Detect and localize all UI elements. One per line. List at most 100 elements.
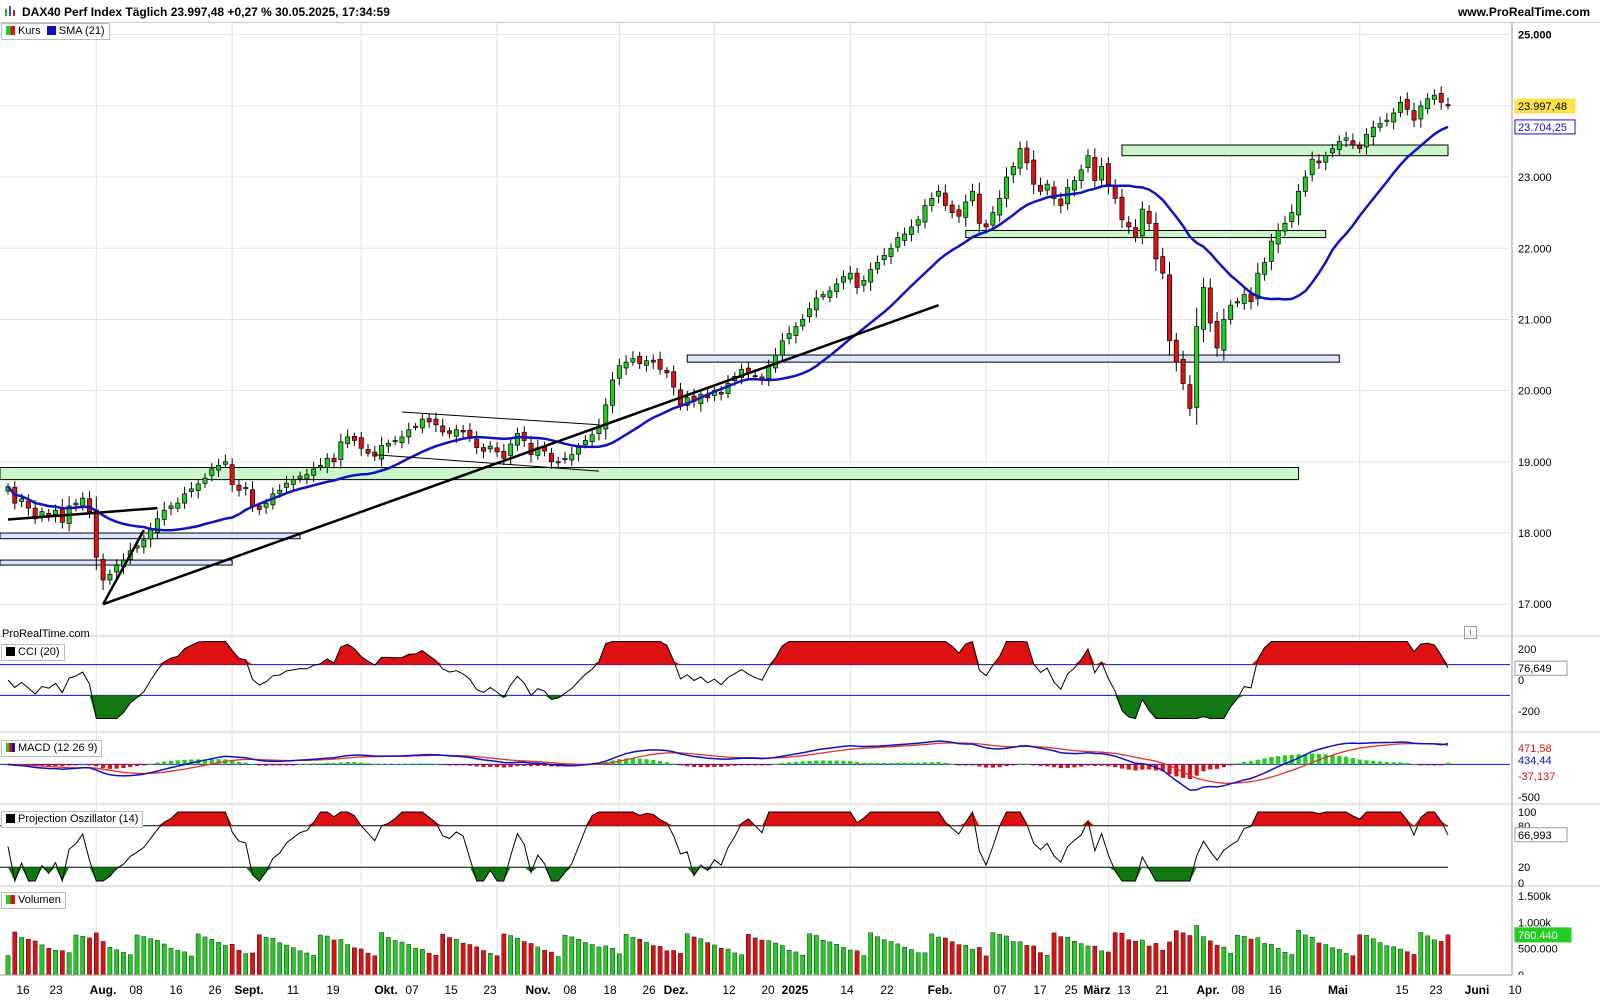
- volume-bar: [406, 944, 412, 976]
- macd-histogram-bar: [1405, 763, 1410, 765]
- macd-histogram-bar: [515, 764, 520, 767]
- macd-histogram-bar: [936, 762, 941, 765]
- macd-histogram-bar: [270, 764, 276, 766]
- macd-histogram-bar: [474, 764, 479, 767]
- volume-bar: [535, 946, 541, 976]
- macd-histogram-bar: [53, 764, 58, 767]
- volume-bar: [175, 949, 181, 976]
- macd-histogram-bar: [759, 764, 765, 766]
- x-axis-month-label: Dez.: [664, 983, 689, 997]
- cci-legend[interactable]: CCI (20): [1, 644, 65, 661]
- candle: [1282, 222, 1288, 232]
- info-icon[interactable]: i: [1464, 626, 1477, 639]
- candle: [834, 283, 840, 292]
- candle: [161, 509, 167, 520]
- volume-bar: [1391, 946, 1396, 976]
- volume-bar: [345, 944, 350, 976]
- candle: [827, 290, 833, 298]
- candle: [426, 418, 432, 423]
- volume-bar: [32, 940, 38, 976]
- volume-bar: [712, 944, 717, 976]
- macd-histogram-bar: [1079, 764, 1084, 767]
- macd-legend[interactable]: MACD (12 26 9): [1, 740, 103, 757]
- volume-bar: [521, 941, 527, 976]
- macd-histogram-bar: [393, 764, 398, 766]
- macd-histogram-bar: [454, 764, 459, 766]
- volume-legend[interactable]: Volumen: [1, 892, 66, 909]
- macd-histogram-bar: [155, 762, 160, 765]
- macd-histogram-bar: [922, 762, 928, 765]
- candle: [114, 564, 120, 573]
- macd-histogram-bar: [1425, 764, 1430, 766]
- volume-bar: [1262, 943, 1267, 976]
- candle: [351, 435, 357, 441]
- price-tick-label: 23.000: [1518, 172, 1552, 184]
- projection-legend[interactable]: Projection Oszillator (14): [1, 811, 144, 828]
- x-axis-month-label: Feb.: [928, 983, 953, 997]
- volume-bar: [576, 939, 581, 976]
- candle: [1336, 141, 1342, 151]
- macd-histogram-bar: [1092, 764, 1097, 767]
- volume-bar: [379, 932, 384, 976]
- candle: [807, 308, 812, 317]
- volume-bar: [970, 948, 975, 976]
- macd-histogram-bar: [1017, 763, 1023, 765]
- x-axis-background: [0, 975, 1600, 1000]
- volume-bar: [223, 945, 228, 976]
- candle: [148, 529, 154, 540]
- candle: [630, 358, 636, 363]
- volume-bar: [257, 934, 262, 976]
- candle: [949, 204, 955, 214]
- macd-histogram-bar: [1432, 764, 1437, 766]
- macd-histogram-bar: [875, 762, 880, 765]
- macd-histogram-bar: [719, 764, 724, 767]
- volume-bar: [983, 955, 989, 976]
- volume-bar: [420, 949, 425, 976]
- projection-value-label: 66,993: [1518, 830, 1552, 842]
- candle: [936, 190, 942, 197]
- branding-label: ProRealTime.com: [2, 628, 90, 640]
- candle: [895, 237, 901, 248]
- macd-histogram-bar: [888, 762, 894, 765]
- x-axis-day-label: 15: [444, 983, 458, 997]
- volume-bar: [134, 934, 140, 976]
- macd-histogram-bar: [311, 763, 316, 765]
- volume-bar: [657, 946, 663, 976]
- volume-bar: [1038, 952, 1043, 976]
- macd-histogram-bar: [107, 764, 112, 769]
- candle: [942, 192, 948, 206]
- candle: [19, 498, 25, 502]
- volume-bar: [603, 945, 609, 976]
- candle: [317, 465, 323, 468]
- macd-value-label: 471,58: [1518, 743, 1552, 755]
- volume-bar: [1180, 932, 1186, 976]
- projection-value-bg: [1514, 827, 1568, 843]
- macd-histogram-bar: [243, 762, 248, 765]
- support-resistance-zone: [965, 229, 1327, 239]
- volume-bar: [691, 936, 697, 976]
- candle: [637, 355, 643, 364]
- candle: [990, 212, 996, 226]
- volume-bar: [1017, 941, 1023, 976]
- volume-bar: [684, 933, 690, 976]
- volume-bar: [148, 938, 153, 976]
- macd-histogram-bar: [304, 763, 309, 765]
- macd-histogram-bar: [705, 764, 710, 768]
- candle: [779, 340, 785, 356]
- macd-histogram-bar: [637, 758, 642, 765]
- candle: [1309, 158, 1315, 176]
- candle: [929, 198, 935, 206]
- x-axis-day-label: 14: [840, 983, 854, 997]
- macd-histogram-bar: [325, 762, 330, 765]
- volume-bar: [202, 936, 208, 976]
- candle: [358, 437, 364, 449]
- cci-tick-label: -200: [1518, 706, 1540, 718]
- candle: [1126, 222, 1132, 228]
- macd-label: MACD (12 26 9): [18, 742, 98, 754]
- main-legend[interactable]: Kurs SMA (21): [1, 23, 110, 40]
- site-link[interactable]: www.ProRealTime.com: [1457, 5, 1590, 19]
- candle: [25, 500, 31, 509]
- volume-bar: [630, 937, 636, 976]
- up-down-candle-icon: [6, 26, 15, 35]
